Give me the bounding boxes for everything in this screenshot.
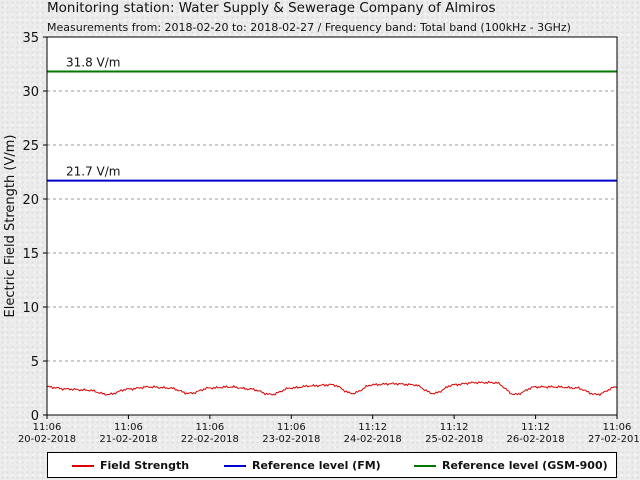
x-tick-time: 11:06 — [195, 422, 224, 433]
legend-swatch-reference-fm — [224, 465, 246, 467]
legend-swatch-field-strength — [72, 465, 94, 467]
chart-legend: Field Strength Reference level (FM) Refe… — [47, 452, 617, 478]
y-tick-label: 30 — [22, 85, 39, 100]
plot-area — [47, 37, 617, 415]
y-tick-label: 10 — [22, 301, 39, 316]
x-tick-date: 20-02-2018 — [18, 434, 76, 445]
legend-label-reference-fm: Reference level (FM) — [252, 459, 381, 472]
y-tick-label: 20 — [22, 193, 39, 208]
x-tick-date: 27-02-2018 — [588, 434, 640, 445]
x-tick-time: 11:06 — [277, 422, 306, 433]
y-tick-label: 5 — [31, 355, 39, 370]
legend-swatch-reference-gsm — [414, 465, 436, 467]
x-tick-date: 24-02-2018 — [344, 434, 402, 445]
reference-label-fm: 21.7 V/m — [66, 165, 120, 179]
x-tick-time: 11:12 — [440, 422, 469, 433]
x-tick-date: 22-02-2018 — [181, 434, 239, 445]
x-tick-date: 23-02-2018 — [262, 434, 320, 445]
chart-title: Monitoring station: Water Supply & Sewer… — [47, 0, 496, 16]
x-tick-time: 11:12 — [521, 422, 550, 433]
x-tick-date: 21-02-2018 — [99, 434, 157, 445]
y-tick-label: 25 — [22, 139, 39, 154]
y-tick-label: 15 — [22, 247, 39, 262]
x-tick-date: 25-02-2018 — [425, 434, 483, 445]
line-chart: 0510152025303511:0620-02-201811:0621-02-… — [3, 31, 640, 445]
x-tick-time: 11:12 — [358, 422, 387, 433]
plot-border — [46, 36, 618, 416]
reference-label-gsm-900: 31.8 V/m — [66, 56, 120, 70]
legend-label-field-strength: Field Strength — [100, 459, 190, 472]
legend-label-reference-gsm: Reference level (GSM-900) — [442, 459, 608, 472]
x-tick-time: 11:06 — [33, 422, 62, 433]
chart-subtitle: Measurements from: 2018-02-20 to: 2018-0… — [47, 21, 571, 34]
y-tick-label: 35 — [22, 31, 39, 46]
x-tick-time: 11:06 — [603, 422, 632, 433]
y-tick-label: 0 — [31, 409, 39, 424]
y-axis-label: Electric Field Strength (V/m) — [3, 135, 18, 318]
x-tick-date: 26-02-2018 — [507, 434, 565, 445]
x-tick-time: 11:06 — [114, 422, 143, 433]
series-line-field-strength — [46, 380, 618, 397]
